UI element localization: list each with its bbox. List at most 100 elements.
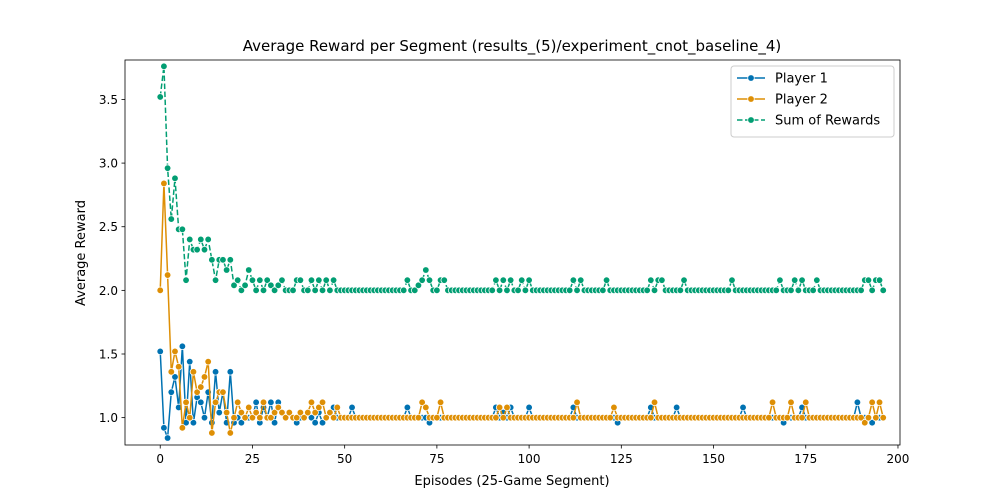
data-point-player-2 (167, 368, 175, 376)
data-point-sum-of-rewards (791, 276, 799, 284)
x-tick-label: 25 (245, 452, 260, 466)
data-point-sum-of-rewards (411, 286, 419, 295)
data-point-player-2 (222, 408, 231, 417)
data-point-sum-of-rewards (680, 276, 688, 284)
data-point-player-1 (853, 398, 862, 407)
data-point-sum-of-rewards (650, 286, 659, 295)
data-point-player-1 (307, 413, 316, 422)
data-point-player-2 (329, 413, 338, 422)
data-point-player-2 (211, 398, 220, 407)
data-point-player-1 (160, 424, 168, 432)
data-point-sum-of-rewards (200, 245, 209, 254)
data-point-player-1 (163, 434, 172, 442)
data-point-sum-of-rewards (234, 276, 242, 284)
data-point-player-2 (864, 413, 873, 422)
data-point-sum-of-rewards (222, 266, 231, 274)
data-point-sum-of-rewards (186, 235, 194, 244)
data-point-sum-of-rewards (226, 256, 234, 264)
data-point-sum-of-rewards (813, 276, 821, 284)
data-point-player-2 (798, 413, 806, 422)
data-point-player-2 (414, 413, 423, 422)
data-point-sum-of-rewards (304, 286, 312, 295)
data-point-player-2 (204, 357, 212, 366)
data-point-player-2 (647, 413, 655, 422)
data-point-player-2 (495, 403, 504, 412)
data-point-sum-of-rewards (879, 286, 887, 295)
data-point-sum-of-rewards (263, 276, 271, 284)
data-point-player-2 (422, 403, 430, 412)
data-point-player-2 (765, 413, 773, 422)
data-point-player-2 (433, 413, 441, 422)
data-point-player-2 (879, 413, 887, 422)
chart-title: Average Reward per Segment (results_(5)/… (243, 37, 782, 56)
legend-marker-player-2 (747, 95, 755, 103)
x-tick-label: 75 (429, 452, 444, 466)
legend-label-player-1: Player 1 (775, 72, 828, 87)
data-point-player-2 (783, 413, 791, 422)
data-point-sum-of-rewards (326, 286, 334, 295)
data-point-player-2 (499, 413, 507, 422)
data-point-sum-of-rewards (204, 235, 212, 244)
data-point-sum-of-rewards (418, 276, 426, 284)
data-point-sum-of-rewards (274, 281, 282, 289)
data-point-sum-of-rewards (495, 286, 504, 295)
data-point-player-2 (285, 408, 294, 417)
data-point-sum-of-rewards (728, 276, 736, 284)
data-point-sum-of-rewards (322, 276, 330, 284)
data-point-sum-of-rewards (400, 286, 408, 295)
data-point-sum-of-rewards (425, 276, 434, 284)
data-point-player-2 (311, 408, 319, 417)
series-sum-of-rewards (156, 62, 887, 295)
data-point-player-1 (739, 403, 747, 412)
data-point-sum-of-rewards (577, 276, 585, 284)
x-tick-label: 0 (156, 452, 164, 466)
data-point-sum-of-rewards (156, 93, 164, 101)
data-point-player-2 (492, 413, 500, 422)
data-point-sum-of-rewards (296, 276, 305, 284)
x-tick-label: 125 (610, 452, 633, 466)
x-tick-label: 50 (337, 452, 352, 466)
data-point-sum-of-rewards (256, 276, 264, 284)
data-point-player-1 (226, 368, 234, 376)
data-point-player-2 (208, 429, 216, 437)
data-point-player-2 (256, 413, 264, 422)
data-point-player-2 (278, 408, 286, 417)
data-point-player-2 (193, 388, 201, 396)
data-point-sum-of-rewards (289, 286, 297, 295)
legend-label-player-2: Player 2 (775, 93, 828, 108)
y-tick-label: 1.0 (99, 411, 118, 425)
data-point-sum-of-rewards (241, 281, 249, 289)
data-point-player-2 (322, 413, 330, 422)
data-point-player-1 (525, 403, 533, 412)
data-point-player-2 (281, 413, 290, 422)
data-point-player-1 (403, 403, 412, 412)
data-point-player-1 (197, 398, 205, 407)
data-point-player-1 (186, 357, 194, 366)
data-point-player-2 (610, 403, 618, 412)
data-point-sum-of-rewards (599, 286, 607, 295)
legend-marker-sum-of-rewards (747, 116, 755, 124)
data-point-player-1 (200, 413, 209, 422)
data-point-sum-of-rewards (772, 286, 780, 295)
data-point-sum-of-rewards (211, 276, 220, 284)
data-point-sum-of-rewards (318, 286, 327, 295)
data-point-player-2 (307, 398, 316, 407)
data-point-player-1 (178, 342, 187, 351)
data-point-player-2 (326, 408, 334, 417)
data-point-sum-of-rewards (857, 286, 865, 295)
data-point-player-2 (226, 429, 234, 437)
data-point-player-2 (300, 413, 308, 422)
data-point-sum-of-rewards (506, 276, 515, 284)
data-point-player-2 (200, 373, 209, 381)
data-point-player-2 (259, 398, 268, 407)
data-point-player-2 (197, 383, 205, 391)
data-point-sum-of-rewards (422, 266, 430, 274)
y-tick-label: 3.0 (99, 157, 118, 171)
data-point-player-2 (787, 398, 795, 407)
data-point-sum-of-rewards (488, 286, 496, 295)
data-point-player-2 (274, 403, 282, 412)
data-point-sum-of-rewards (178, 225, 187, 233)
data-point-player-2 (219, 388, 227, 396)
x-tick-label: 175 (794, 452, 817, 466)
data-point-player-2 (606, 413, 614, 422)
